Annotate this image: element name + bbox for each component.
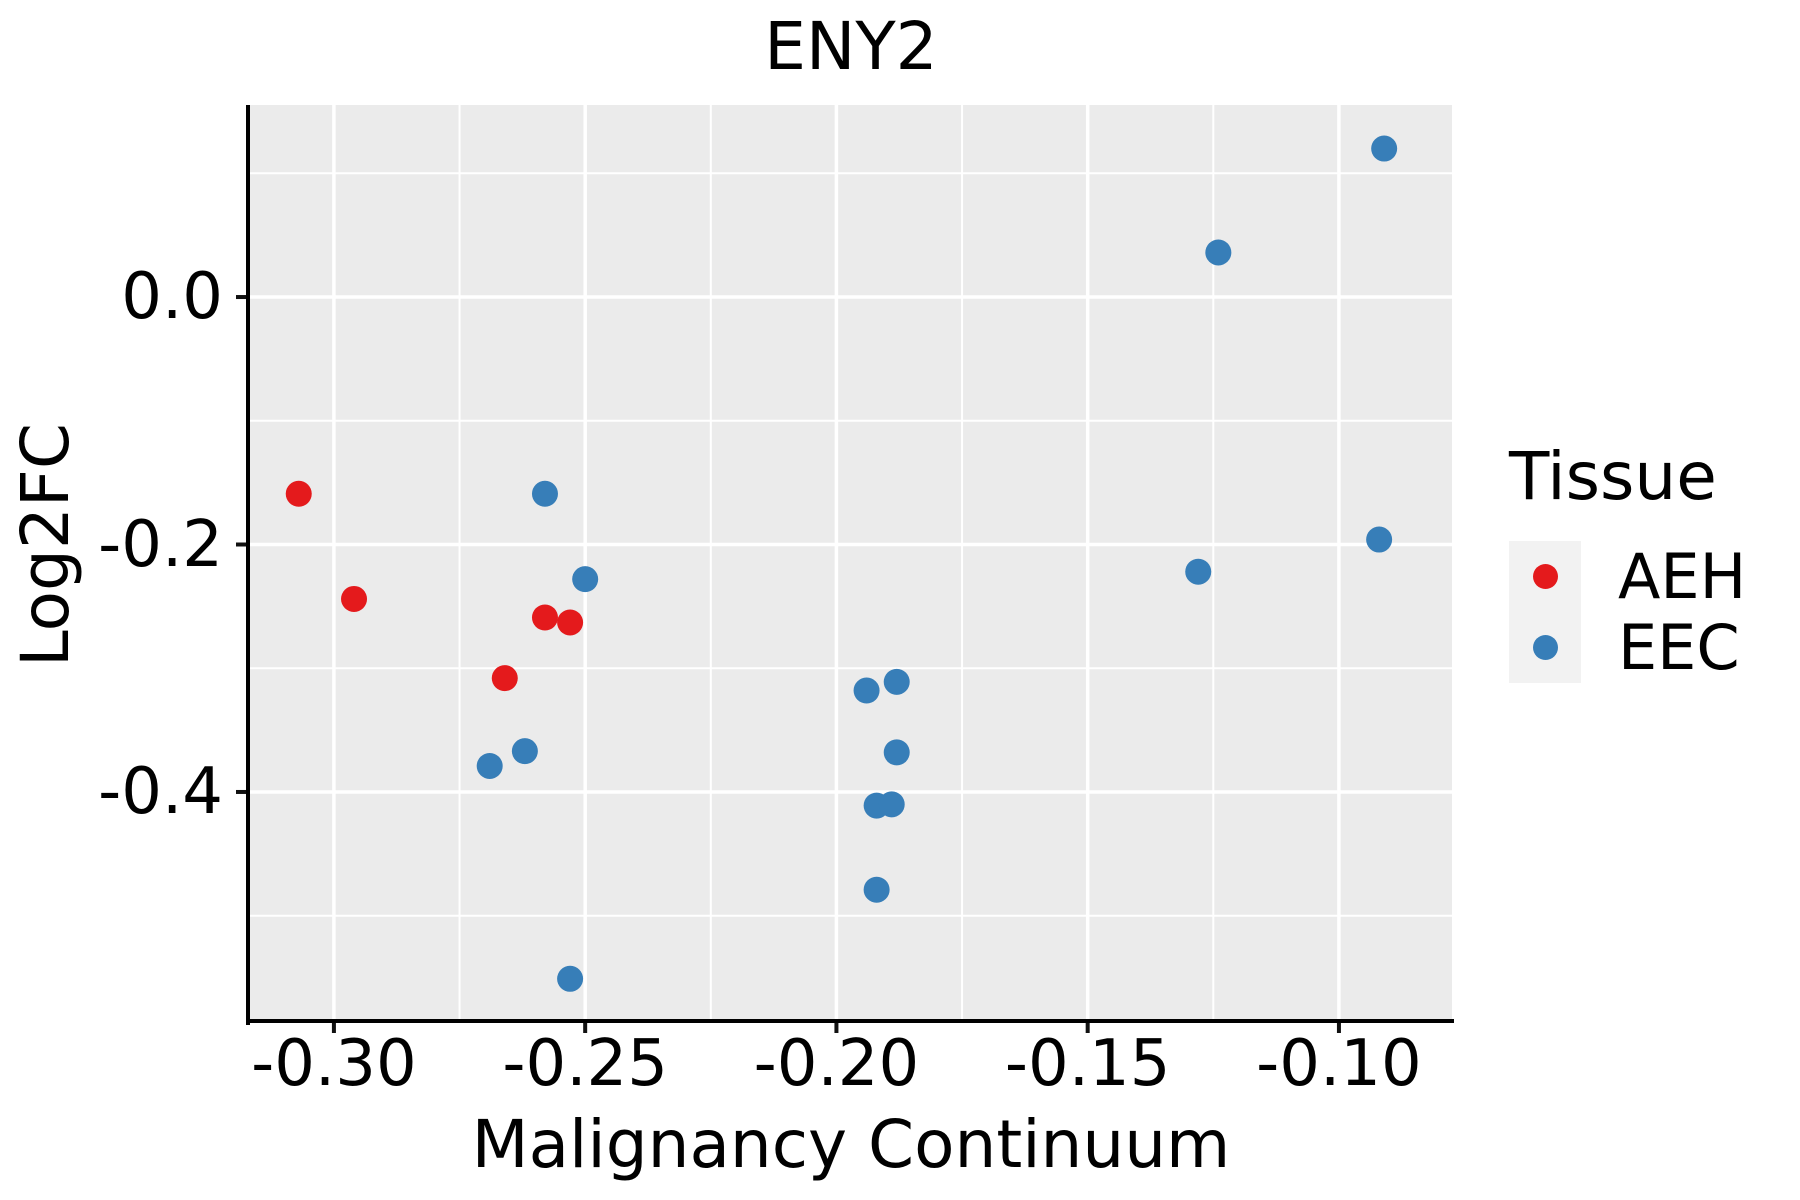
data-point-eec <box>878 791 905 818</box>
data-point-eec <box>572 566 599 593</box>
y-tick-label: 0.0 <box>121 260 223 335</box>
data-point-eec <box>557 965 584 992</box>
plot-title: ENY2 <box>764 8 938 85</box>
data-point-aeh <box>341 585 368 612</box>
data-point-eec <box>863 876 890 903</box>
data-point-aeh <box>531 604 558 631</box>
legend-title: Tissue <box>1509 438 1717 515</box>
x-tick-label: -0.15 <box>1004 1027 1171 1101</box>
data-point-eec <box>1205 239 1232 266</box>
x-tick-label: -0.10 <box>1256 1027 1422 1101</box>
legend-item: AEH <box>1509 541 1746 612</box>
legend-key <box>1509 541 1581 612</box>
data-point-eec <box>531 480 558 507</box>
data-point-eec <box>883 739 910 766</box>
y-tick <box>236 295 246 300</box>
y-tick-label: -0.2 <box>98 507 223 582</box>
legend-dot-icon <box>1532 635 1558 660</box>
data-point-eec <box>511 738 538 765</box>
y-axis-title: Log2FC <box>7 423 84 667</box>
x-tick <box>1336 1023 1341 1033</box>
data-point-eec <box>883 668 910 695</box>
data-point-eec <box>1371 135 1398 162</box>
x-axis-line <box>246 1019 1454 1023</box>
x-tick <box>1085 1023 1090 1033</box>
data-point-aeh <box>557 609 584 636</box>
legend: Tissue AEH EEC <box>1509 444 1746 683</box>
legend-item-label: AEH <box>1618 539 1747 613</box>
legend-items: AEH EEC <box>1509 541 1746 683</box>
x-tick <box>331 1023 336 1033</box>
legend-item-label: EEC <box>1618 610 1740 684</box>
x-tick <box>834 1023 839 1033</box>
legend-dot-icon <box>1532 564 1558 589</box>
data-point-eec <box>853 677 880 704</box>
y-tick-label: -0.4 <box>98 754 223 829</box>
x-tick <box>583 1023 588 1033</box>
y-tick <box>236 542 246 547</box>
x-axis-title: Malignancy Continuum <box>471 1106 1231 1183</box>
data-point-aeh <box>285 480 312 507</box>
y-tick <box>236 789 246 794</box>
legend-item: EEC <box>1509 612 1746 683</box>
data-point-eec <box>1185 558 1212 585</box>
data-point-eec <box>476 752 503 779</box>
x-tick-label: -0.30 <box>251 1027 417 1101</box>
y-axis-line <box>246 105 250 1025</box>
legend-key <box>1509 612 1581 683</box>
x-tick-label: -0.25 <box>502 1027 668 1101</box>
x-tick-label: -0.20 <box>753 1027 920 1101</box>
data-point-eec <box>1366 526 1393 553</box>
data-point-aeh <box>491 665 518 692</box>
panel-background <box>250 105 1452 1021</box>
